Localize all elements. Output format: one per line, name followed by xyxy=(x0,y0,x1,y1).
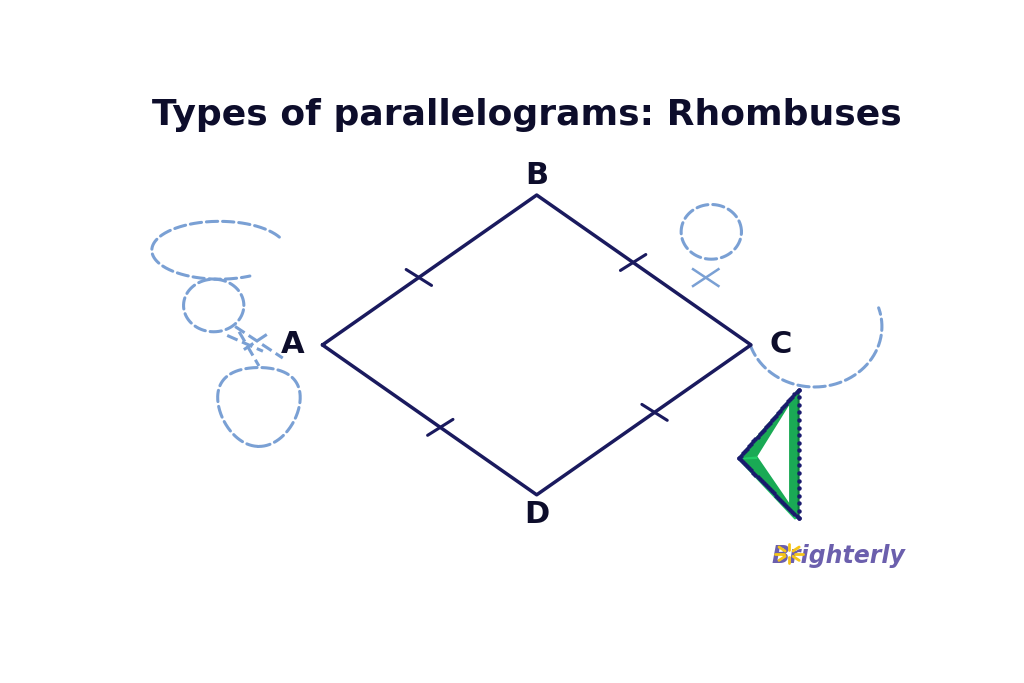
Polygon shape xyxy=(737,458,799,520)
Text: C: C xyxy=(770,331,793,359)
Polygon shape xyxy=(739,389,799,518)
Text: B: B xyxy=(525,161,548,190)
Text: D: D xyxy=(524,500,549,529)
Polygon shape xyxy=(739,456,758,460)
Text: A: A xyxy=(281,331,304,359)
Text: Brighterly: Brighterly xyxy=(771,544,905,568)
Polygon shape xyxy=(758,406,790,503)
Text: Types of parallelograms: Rhombuses: Types of parallelograms: Rhombuses xyxy=(152,98,901,132)
